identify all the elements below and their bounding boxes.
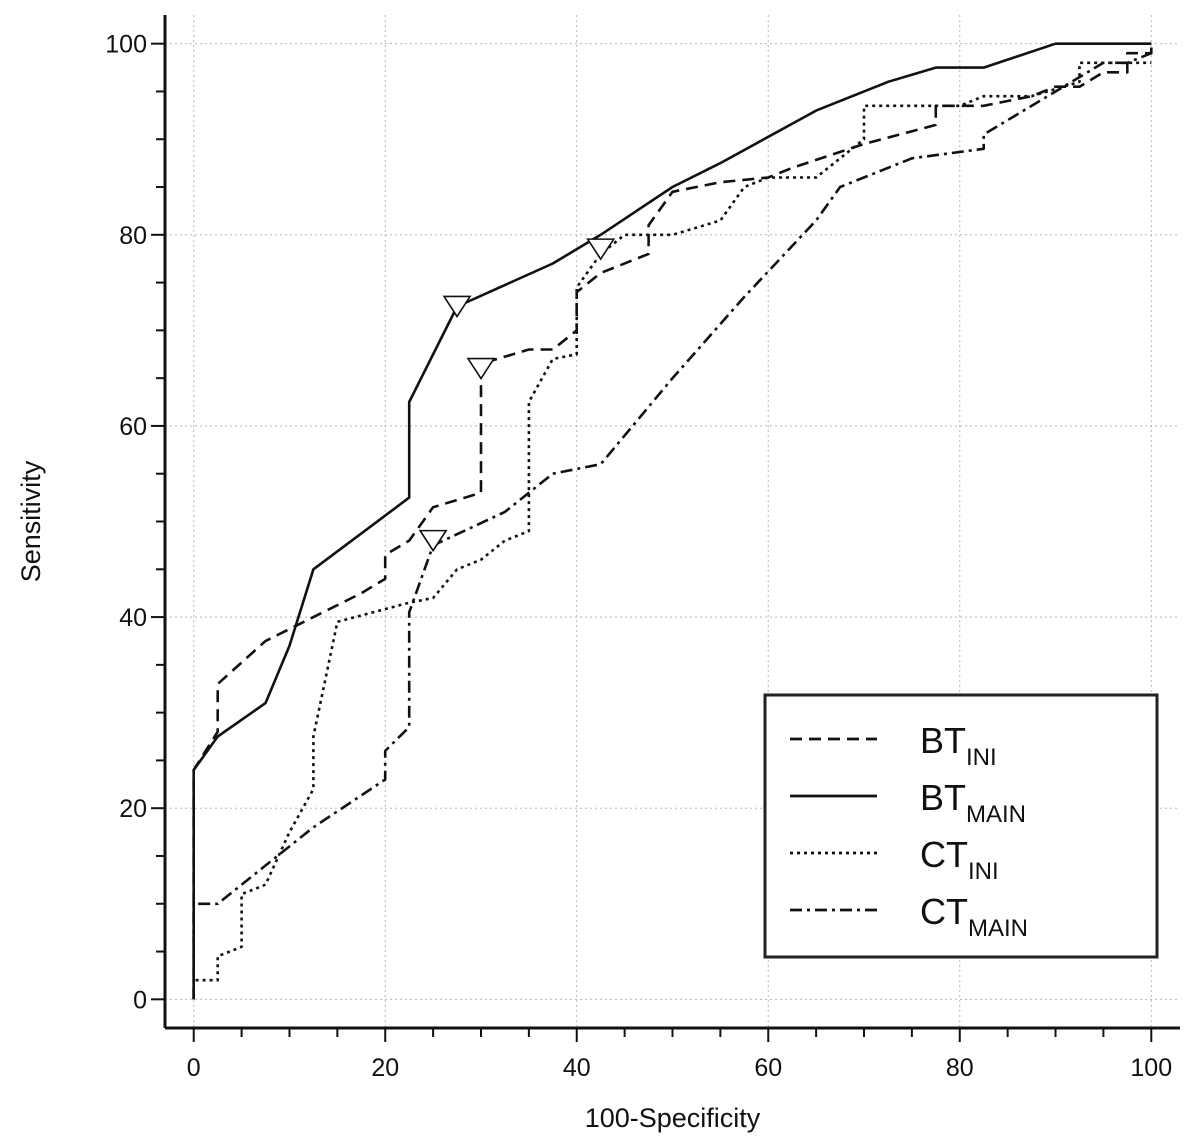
cutoff-marker-ct-main xyxy=(418,529,448,553)
axes: 0 20 40 60 80 100 0 20 40 60 80 100 xyxy=(105,15,1180,1082)
series-line-ct-main xyxy=(192,51,1152,1000)
marker-layer xyxy=(418,238,616,553)
cutoff-marker-bt-main xyxy=(442,295,472,318)
x-tick-label: 40 xyxy=(563,1054,591,1082)
legend-label-bt-ini: BTINI xyxy=(920,720,997,771)
x-tick-label: 0 xyxy=(187,1054,201,1082)
series-line-ct-ini xyxy=(192,61,1152,1000)
y-tick-label: 20 xyxy=(119,795,147,823)
x-tick-label: 80 xyxy=(946,1054,974,1082)
y-tick-label: 80 xyxy=(119,222,147,250)
legend: BTINI BTMAIN CTINI CTMAIN xyxy=(763,693,1159,959)
x-tick-label: 20 xyxy=(371,1054,399,1082)
legend-label-ct-main: CTMAIN xyxy=(920,891,1028,942)
cutoff-marker-ct-ini xyxy=(586,238,616,261)
y-axis-title: Sensitivity xyxy=(16,460,46,582)
x-axis-title: 100-Specificity xyxy=(585,1103,761,1133)
series-line-bt-main xyxy=(192,42,1152,1000)
legend-label-bt-main: BTMAIN xyxy=(920,777,1026,828)
series-layer xyxy=(192,42,1153,1000)
y-tick-label: 100 xyxy=(105,31,147,59)
cutoff-marker-bt-ini xyxy=(466,357,496,381)
y-tick-label: 60 xyxy=(119,413,147,441)
y-tick-label: 40 xyxy=(119,604,147,632)
x-tick-label: 60 xyxy=(754,1054,782,1082)
y-tick-label: 0 xyxy=(133,986,147,1014)
legend-label-ct-ini: CTINI xyxy=(920,834,999,885)
x-tick-label: 100 xyxy=(1130,1054,1172,1082)
